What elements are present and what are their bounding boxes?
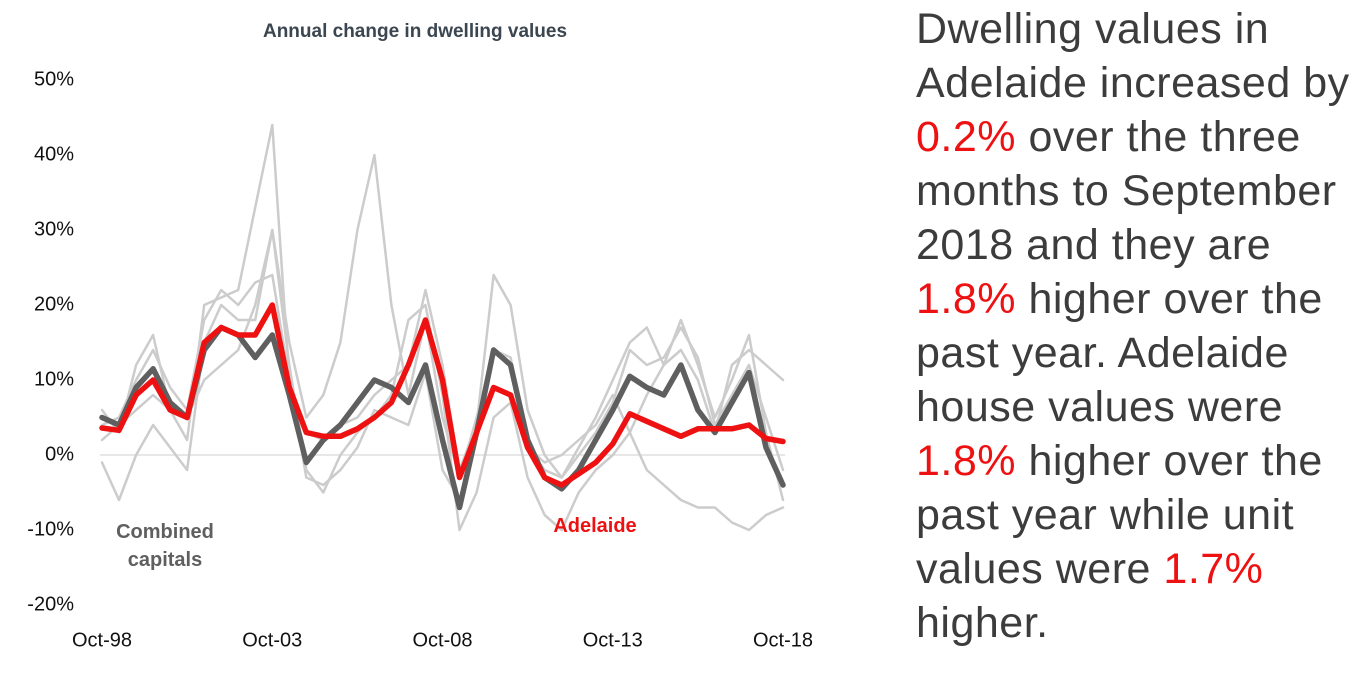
- text-segment: Dwelling values in Adelaide increased by: [916, 5, 1350, 107]
- x-tick-label: Oct-98: [72, 629, 132, 651]
- chart-title: Annual change in dwelling values: [263, 21, 567, 42]
- text-segment: higher.: [916, 599, 1049, 647]
- y-tick-label: 50%: [34, 68, 74, 90]
- y-tick-label: 10%: [34, 368, 74, 390]
- text-segment: over the three months to September 2018 …: [916, 113, 1337, 269]
- text-segment: higher over the past year while unit val…: [916, 437, 1323, 593]
- x-tick-label: Oct-03: [242, 629, 302, 651]
- series-line: [100, 273, 785, 479]
- x-tick-label: Oct-18: [753, 629, 813, 651]
- y-tick-label: 40%: [34, 143, 74, 165]
- highlight-figure: 1.8%: [916, 437, 1017, 485]
- text-segment: higher over the past year. Adelaide hous…: [916, 275, 1323, 431]
- side-text: Dwelling values in Adelaide increased by…: [916, 2, 1356, 650]
- y-tick-label: 20%: [34, 293, 74, 315]
- x-tick-label: Oct-08: [412, 629, 472, 651]
- highlight-figure: 0.2%: [916, 113, 1017, 161]
- series-line: [99, 302, 786, 488]
- y-tick-label: 0%: [45, 443, 74, 465]
- y-tick-label: -10%: [27, 518, 74, 540]
- series-label: Combined capitals: [116, 521, 214, 571]
- x-tick-label: Oct-13: [583, 629, 643, 651]
- highlight-figure: 1.7%: [1163, 545, 1264, 593]
- highlight-figure: 1.8%: [916, 275, 1017, 323]
- series-line: [100, 153, 785, 532]
- series-label: Adelaide: [553, 515, 637, 537]
- y-tick-label: 30%: [34, 218, 74, 240]
- chart: Annual change in dwelling values -20% -10…: [27, 21, 813, 651]
- y-tick-label: -20%: [27, 593, 74, 615]
